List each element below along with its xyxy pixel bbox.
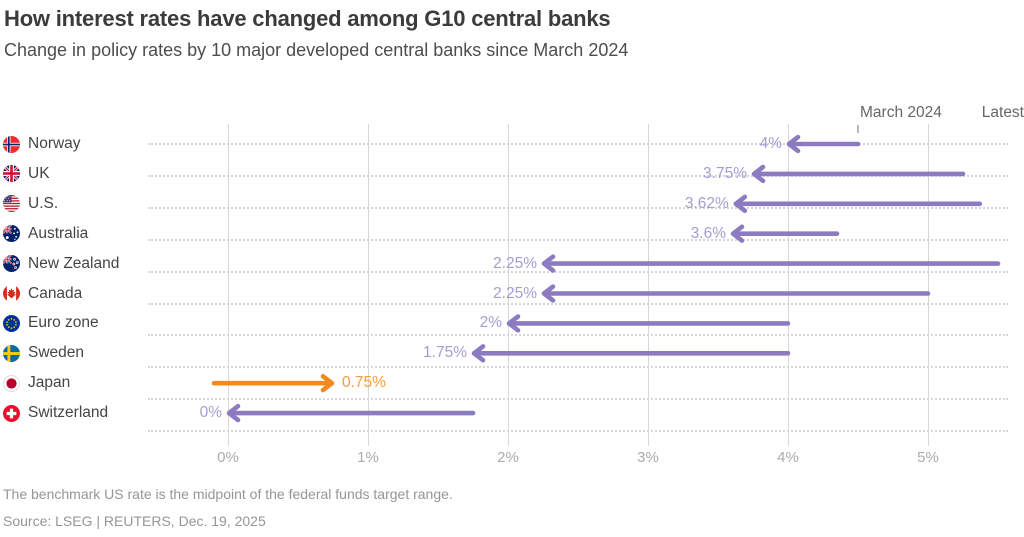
- march-2024-annotation: March 2024: [860, 104, 942, 121]
- switzerland-flag-icon: [3, 404, 20, 422]
- country-label: Australia: [28, 224, 89, 242]
- row-leader-line: [148, 302, 1008, 305]
- euro-zone-flag-icon: [3, 314, 20, 332]
- rate-change-arrow: [541, 284, 931, 303]
- country-label: Euro zone: [28, 314, 99, 332]
- japan-flag-icon: [3, 374, 20, 392]
- country-label: Switzerland: [28, 404, 109, 422]
- chart-footnote: The benchmark US rate is the midpoint of…: [3, 486, 453, 502]
- row-leader-line: [148, 174, 1008, 177]
- x-gridline: [228, 124, 229, 446]
- latest-rate-label: 0%: [199, 404, 222, 422]
- row-leader-line: [148, 143, 1008, 145]
- country-label: Norway: [28, 135, 81, 152]
- rate-change-arrow: [541, 254, 1001, 273]
- x-axis-tick-label: 5%: [917, 449, 939, 466]
- country-label: New Zealand: [28, 254, 120, 272]
- page-title: How interest rates have changed among G1…: [4, 6, 611, 31]
- norway-flag-icon: [3, 135, 20, 153]
- x-axis-tick-label: 3%: [637, 449, 659, 466]
- latest-rate-label: 2.25%: [493, 254, 537, 272]
- x-gridline: [788, 124, 789, 446]
- canada-flag-icon: [3, 285, 20, 302]
- latest-rate-label: 3.6%: [690, 224, 726, 242]
- row-leader-line: [148, 398, 1008, 401]
- rate-change-arrow: [211, 373, 335, 393]
- x-gridline: [508, 124, 509, 446]
- country-label: UK: [28, 164, 50, 182]
- x-gridline: [368, 124, 369, 446]
- row-leader-line: [148, 270, 1008, 273]
- x-axis-tick-label: 2%: [497, 449, 519, 466]
- country-label: Japan: [28, 374, 71, 392]
- australia-flag-icon: [3, 225, 20, 243]
- row-leader-line: [148, 334, 1008, 337]
- latest-rate-label: 0.75%: [342, 374, 386, 392]
- latest-rate-label: 1.75%: [423, 344, 467, 362]
- row-leader-line: [148, 206, 1008, 209]
- latest-rate-label: 2.25%: [493, 284, 537, 302]
- rate-change-arrow: [226, 403, 476, 423]
- x-axis-tick-label: 0%: [217, 449, 239, 466]
- row-leader-line: [148, 366, 1008, 369]
- country-label: Canada: [28, 284, 83, 302]
- latest-rate-label: 2%: [479, 314, 502, 332]
- row-leader-line: [148, 238, 1008, 241]
- latest-annotation: Latest: [981, 104, 1024, 121]
- rate-change-arrow: [751, 164, 966, 184]
- country-label: U.S.: [28, 194, 59, 212]
- rate-change-arrow: [471, 344, 791, 363]
- march-2024-tick-mark: [857, 125, 859, 133]
- x-gridline: [648, 124, 649, 446]
- row-leader-line: [148, 430, 1008, 433]
- latest-rate-label: 3.62%: [684, 194, 729, 212]
- us-flag-icon: [3, 195, 20, 213]
- sweden-flag-icon: [3, 344, 20, 362]
- latest-rate-label: 3.75%: [703, 164, 747, 182]
- x-axis-tick-label: 1%: [357, 449, 379, 466]
- country-label: Sweden: [28, 344, 85, 362]
- new-zealand-flag-icon: [3, 255, 20, 273]
- source-attribution: Source: LSEG | REUTERS, Dec. 19, 2025: [3, 513, 266, 529]
- x-axis-tick-label: 4%: [777, 449, 799, 466]
- x-gridline: [928, 124, 929, 446]
- page-subtitle: Change in policy rates by 10 major devel…: [4, 40, 629, 60]
- latest-rate-label: 4%: [759, 135, 782, 152]
- uk-flag-icon: [3, 165, 20, 183]
